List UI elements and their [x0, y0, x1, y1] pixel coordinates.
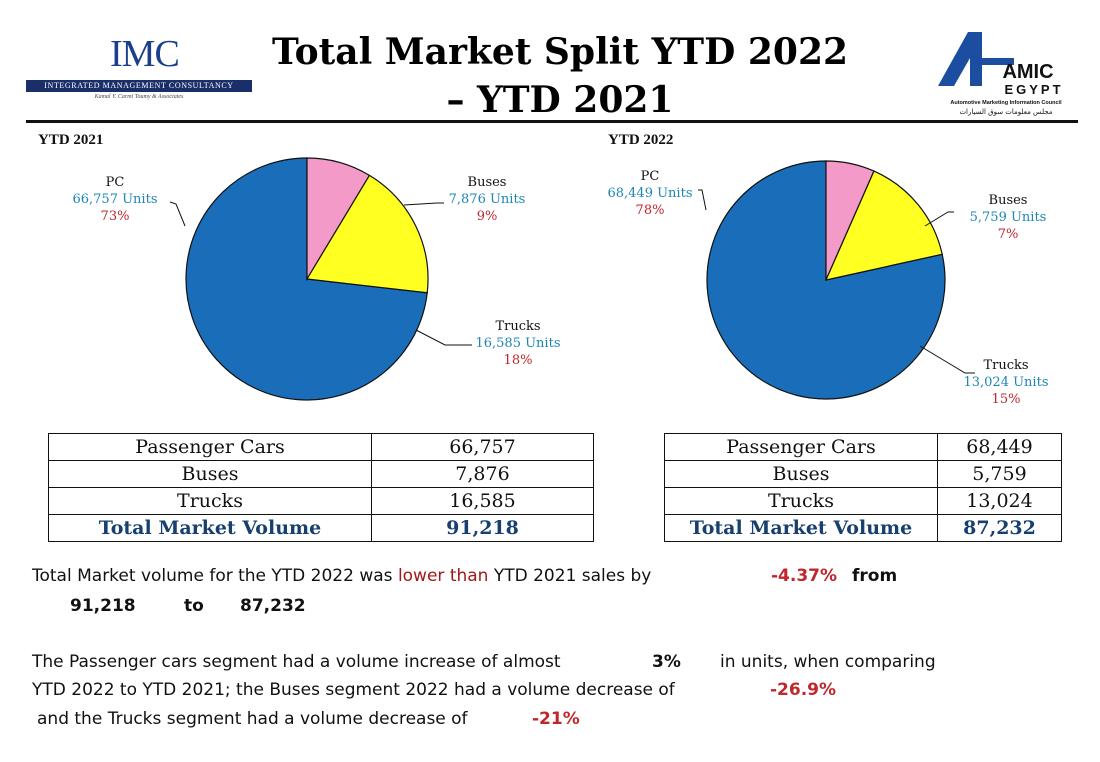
- commentary-to: to: [184, 596, 204, 616]
- amic-logo-egypt: EGYPT: [1004, 82, 1063, 97]
- page-title-line2: – YTD 2021: [446, 79, 674, 121]
- commentary-pc-pct: 3%: [652, 652, 681, 672]
- leader-line: [415, 329, 472, 346]
- commentary-pc-text-end: in units, when comparing: [720, 652, 936, 672]
- amic-logo-word: AMIC: [1002, 61, 1053, 83]
- chart-title-ytd2022: YTD 2022: [608, 132, 674, 148]
- pie-chart-ytd2022: [706, 160, 946, 400]
- commentary-trucks-pct: -21%: [532, 709, 580, 729]
- leader-line: [403, 202, 444, 206]
- table-cell-label: Passenger Cars: [48, 433, 372, 461]
- volume-table-ytd2022: Passenger Cars 68,449 Buses 5,759 Trucks…: [664, 433, 1062, 542]
- commentary-from: from: [852, 566, 898, 586]
- leader-lines: [169, 189, 975, 374]
- pie-label-percent: 7%: [997, 227, 1019, 242]
- pie-slice-trucks: [824, 170, 943, 281]
- pie-label-2022-buses: Buses 5,759 Units 7%: [950, 192, 1066, 243]
- pie-label-units: 13,024 Units: [963, 375, 1049, 390]
- table-cell-value: 13,024: [937, 487, 1062, 515]
- table-row: Buses 5,759: [664, 460, 1062, 488]
- commentary-value-2021: 91,218: [70, 596, 136, 616]
- imc-logo-word: IMC: [110, 33, 180, 75]
- table-cell-value: 68,449: [937, 433, 1062, 461]
- pie-label-percent: 18%: [503, 353, 533, 368]
- pie-slice-pc: [706, 160, 946, 400]
- table-total-value: 91,218: [371, 514, 594, 542]
- pie-label-units: 68,449 Units: [607, 186, 693, 201]
- chart-title-ytd2021: YTD 2021: [38, 132, 104, 148]
- pie-label-units: 7,876 Units: [448, 192, 526, 207]
- pie-label-percent: 15%: [991, 392, 1021, 407]
- table-cell-value: 16,585: [371, 487, 594, 515]
- imc-logo-band: INTEGRATED MANAGEMENT CONSULTANCY: [26, 80, 252, 92]
- table-total-value: 87,232: [937, 514, 1062, 542]
- leader-line: [924, 211, 954, 227]
- commentary-pc-text: The Passenger cars segment had a volume …: [32, 652, 561, 672]
- pie-label-2021-trucks: Trucks 16,585 Units 18%: [458, 318, 578, 369]
- table-cell-value: 5,759: [937, 460, 1062, 488]
- header-divider: [26, 120, 1078, 123]
- pie-label-percent: 9%: [476, 209, 498, 224]
- leader-line: [169, 201, 186, 227]
- pie-chart-ytd2021: [185, 157, 429, 401]
- table-row: Buses 7,876: [48, 460, 594, 488]
- pie-label-name: Buses: [467, 175, 507, 190]
- table-cell-value: 66,757: [371, 433, 594, 461]
- pie-label-percent: 78%: [635, 203, 665, 218]
- amic-logo-a-shape: [938, 32, 982, 86]
- pie-label-name: PC: [105, 175, 125, 190]
- table-total-row: Total Market Volume 91,218: [48, 514, 594, 542]
- table-cell-label: Trucks: [664, 487, 938, 515]
- imc-logo-tagline: Kamal Y. Carmi Toumy & Associates: [94, 94, 184, 100]
- table-total-row: Total Market Volume 87,232: [664, 514, 1062, 542]
- pie-label-2022-trucks: Trucks 13,024 Units 15%: [946, 357, 1066, 408]
- commentary-lower-than: lower than: [397, 566, 489, 586]
- pie-label-units: 16,585 Units: [475, 336, 561, 351]
- leader-line: [698, 189, 707, 211]
- pie-charts: [169, 157, 975, 401]
- pie-label-name: PC: [640, 169, 660, 184]
- amic-egypt-logo: AMIC EGYPT Automotive Marketing Informat…: [938, 32, 1063, 116]
- volume-table-ytd2021: Passenger Cars 66,757 Buses 7,876 Trucks…: [48, 433, 594, 542]
- table-cell-label: Passenger Cars: [664, 433, 938, 461]
- table-cell-label: Buses: [664, 460, 938, 488]
- pie-label-units: 66,757 Units: [72, 192, 158, 207]
- pie-label-name: Trucks: [495, 319, 541, 334]
- table-row: Trucks 16,585: [48, 487, 594, 515]
- amic-logo-caption-ar: مجلس معلومات سوق السيارات: [959, 108, 1052, 116]
- pie-label-2021-buses: Buses 7,876 Units 9%: [432, 174, 542, 225]
- commentary-value-2022: 87,232: [240, 596, 306, 616]
- amic-logo-caption: Automotive Marketing Information Council: [950, 100, 1062, 106]
- table-total-label: Total Market Volume: [48, 514, 372, 542]
- pie-label-name: Buses: [988, 193, 1028, 208]
- commentary-text: YTD 2021 sales by: [488, 566, 652, 586]
- pie-label-2022-pc: PC 68,449 Units 78%: [592, 168, 708, 219]
- table-row: Trucks 13,024: [664, 487, 1062, 515]
- commentary-text: Total Market volume for the YTD 2022 was: [32, 566, 398, 586]
- pie-slice-trucks: [306, 174, 429, 294]
- commentary-buses-pct: -26.9%: [770, 680, 837, 700]
- commentary-buses-text: YTD 2022 to YTD 2021; the Buses segment …: [32, 680, 675, 700]
- table-row: Passenger Cars 68,449: [664, 433, 1062, 461]
- amic-logo-bar: [974, 58, 1014, 65]
- table-cell-value: 7,876: [371, 460, 594, 488]
- pie-label-2021-pc: PC 66,757 Units 73%: [60, 174, 170, 225]
- leader-line: [919, 345, 975, 374]
- imc-logo: IMC INTEGRATED MANAGEMENT CONSULTANCY Ka…: [26, 30, 258, 120]
- page-title-line1: Total Market Split YTD 2022: [271, 31, 849, 73]
- table-row: Passenger Cars 66,757: [48, 433, 594, 461]
- commentary-total-pct: -4.37%: [771, 566, 838, 586]
- commentary-total-line1: Total Market volume for the YTD 2022 was…: [32, 566, 732, 586]
- table-cell-label: Buses: [48, 460, 372, 488]
- commentary-trucks-text: and the Trucks segment had a volume decr…: [37, 709, 468, 729]
- pie-label-name: Trucks: [983, 358, 1029, 373]
- table-total-label: Total Market Volume: [664, 514, 938, 542]
- pie-label-units: 5,759 Units: [969, 210, 1047, 225]
- page-title: Total Market Split YTD 2022 – YTD 2021: [250, 28, 870, 124]
- table-cell-label: Trucks: [48, 487, 372, 515]
- pie-label-percent: 73%: [100, 209, 130, 224]
